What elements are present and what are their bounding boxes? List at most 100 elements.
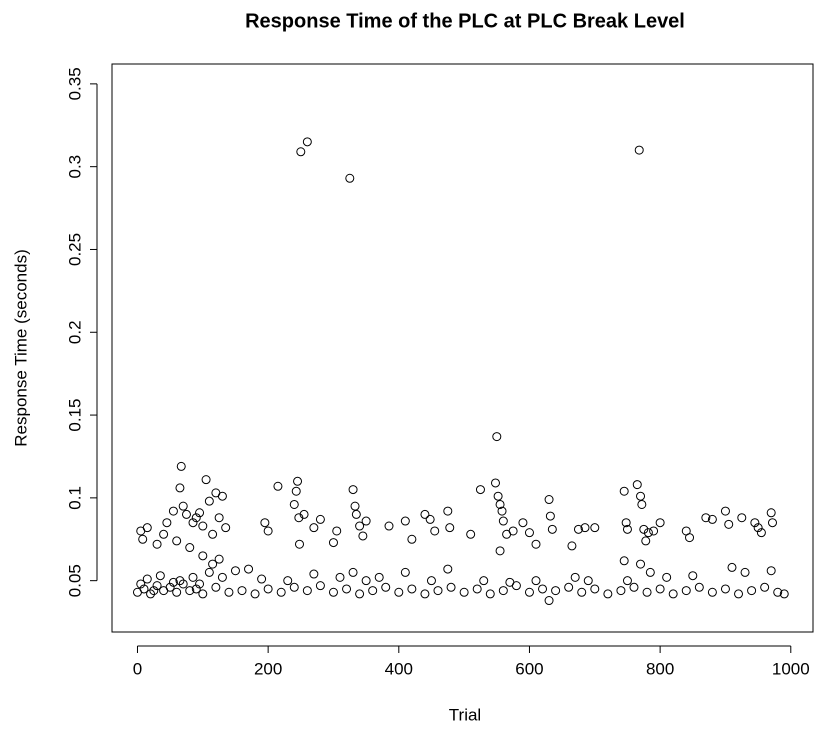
point [345, 173, 355, 183]
point [642, 587, 652, 597]
point [497, 506, 507, 516]
x-tick-label: 400 [385, 659, 413, 678]
point [545, 511, 555, 521]
point [291, 486, 301, 496]
point [181, 509, 191, 519]
point [146, 589, 156, 599]
point [573, 524, 583, 534]
point [302, 137, 312, 147]
point [420, 509, 430, 519]
point [168, 577, 178, 587]
point [178, 501, 188, 511]
point [198, 551, 208, 561]
point [178, 579, 188, 589]
point [152, 539, 162, 549]
point [185, 543, 195, 553]
point [508, 526, 518, 536]
point [198, 521, 208, 531]
point [636, 559, 646, 569]
point [727, 562, 737, 572]
point [257, 574, 267, 584]
point [384, 521, 394, 531]
point [342, 584, 352, 594]
point [250, 589, 260, 599]
plot-frame [111, 63, 814, 633]
point [570, 572, 580, 582]
chart-title: Response Time of the PLC at PLC Break Le… [245, 10, 685, 32]
point [188, 518, 198, 528]
point [531, 576, 541, 586]
point [634, 145, 644, 155]
point [639, 524, 649, 534]
point [211, 582, 221, 592]
x-tick-label: 600 [515, 659, 543, 678]
point [358, 531, 368, 541]
point [224, 587, 234, 597]
point [355, 521, 365, 531]
x-axis-label: Trial [449, 705, 481, 724]
point [632, 480, 642, 490]
point [753, 523, 763, 533]
point [505, 577, 515, 587]
point [720, 584, 730, 594]
point [590, 584, 600, 594]
point [750, 518, 760, 528]
point [622, 576, 632, 586]
point [551, 586, 561, 596]
point [766, 508, 776, 518]
point [149, 586, 159, 596]
point [740, 567, 750, 577]
point [760, 582, 770, 592]
point [400, 567, 410, 577]
y-tick-label: 0.15 [65, 399, 84, 432]
point [299, 509, 309, 519]
point [466, 529, 476, 539]
point [524, 528, 534, 538]
point [446, 582, 456, 592]
point [619, 486, 629, 496]
point [564, 582, 574, 592]
point [636, 491, 646, 501]
point [309, 523, 319, 533]
point [641, 536, 651, 546]
point [621, 518, 631, 528]
point [426, 576, 436, 586]
point [619, 556, 629, 566]
point [276, 587, 286, 597]
point [142, 574, 152, 584]
point [289, 499, 299, 509]
point [195, 508, 205, 518]
point [407, 534, 417, 544]
point [159, 529, 169, 539]
point [172, 536, 182, 546]
point [175, 483, 185, 493]
point [217, 572, 227, 582]
x-tick-label: 1000 [772, 659, 810, 678]
point [361, 576, 371, 586]
point [165, 582, 175, 592]
point [328, 587, 338, 597]
point [293, 476, 303, 486]
point [655, 518, 665, 528]
point [524, 587, 534, 597]
point [498, 516, 508, 526]
y-tick-label: 0.35 [65, 67, 84, 100]
point [152, 581, 162, 591]
point [472, 584, 482, 594]
point [204, 496, 214, 506]
y-tick-label: 0.2 [65, 320, 84, 344]
point [381, 582, 391, 592]
point [172, 587, 182, 597]
point [681, 586, 691, 596]
point [649, 526, 659, 536]
point [368, 586, 378, 596]
point [724, 519, 734, 529]
point [237, 586, 247, 596]
point [655, 584, 665, 594]
point [547, 524, 557, 534]
point [142, 523, 152, 533]
point [208, 529, 218, 539]
point [136, 579, 146, 589]
point [332, 526, 342, 536]
point [328, 538, 338, 548]
